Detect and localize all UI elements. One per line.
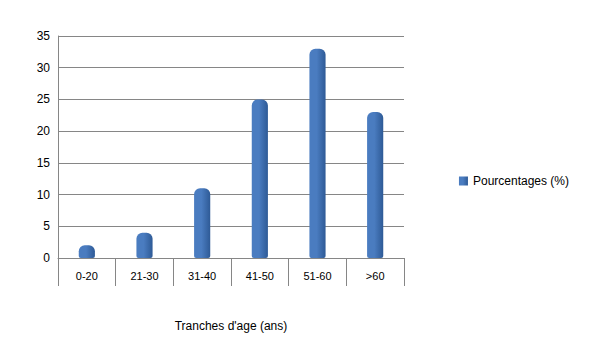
- svg-text:Pourcentages (%): Pourcentages (%): [473, 174, 569, 188]
- svg-text:31-40: 31-40: [188, 270, 216, 282]
- svg-text:5: 5: [43, 219, 50, 233]
- svg-text:35: 35: [37, 29, 51, 43]
- svg-text:0: 0: [43, 251, 50, 265]
- svg-text:>60: >60: [366, 270, 385, 282]
- svg-text:20: 20: [37, 124, 51, 138]
- svg-text:25: 25: [37, 92, 51, 106]
- svg-text:Tranches d'age (ans): Tranches d'age (ans): [175, 319, 288, 333]
- svg-text:15: 15: [37, 156, 51, 170]
- svg-text:30: 30: [37, 61, 51, 75]
- svg-text:51-60: 51-60: [303, 270, 331, 282]
- svg-text:10: 10: [37, 188, 51, 202]
- svg-text:41-50: 41-50: [246, 270, 274, 282]
- svg-text:21-30: 21-30: [130, 270, 158, 282]
- svg-text:0-20: 0-20: [76, 270, 98, 282]
